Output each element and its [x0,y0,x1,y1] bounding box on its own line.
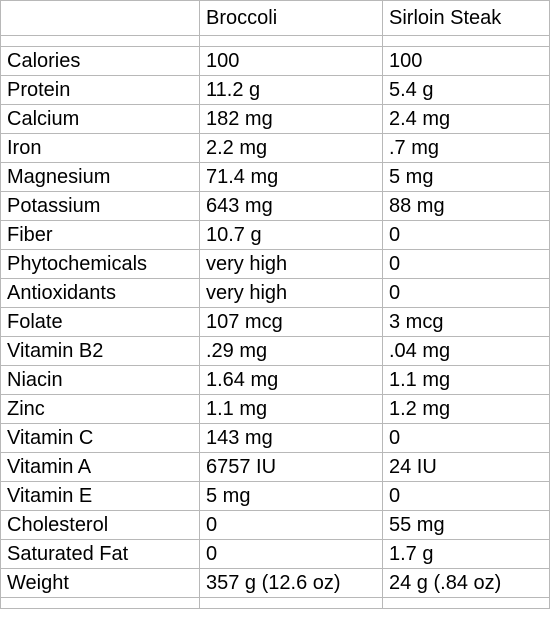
steak-value-cell[interactable]: 3 mcg [382,307,550,337]
nutrition-comparison-table: Broccoli Sirloin Steak Calories 100 100 Pro… [0,0,550,609]
steak-value-cell[interactable]: 5 mg [382,162,550,192]
header-cell-broccoli[interactable]: Broccoli [199,0,383,36]
nutrient-cell[interactable]: Saturated Fat [0,539,200,569]
nutrient-cell[interactable]: Protein [0,75,200,105]
broccoli-value-cell[interactable]: 107 mcg [199,307,383,337]
empty-row [0,597,550,609]
nutrient-cell[interactable]: Folate [0,307,200,337]
table-row: Weight 357 g (12.6 oz) 24 g (.84 oz) [0,568,550,598]
nutrient-cell[interactable]: Cholesterol [0,510,200,540]
nutrient-cell[interactable]: Calories [0,46,200,76]
steak-value-cell[interactable]: 24 IU [382,452,550,482]
steak-value-cell[interactable]: 0 [382,249,550,279]
steak-value-cell[interactable]: 1.7 g [382,539,550,569]
nutrient-cell[interactable]: Potassium [0,191,200,221]
table-row: Calories 100 100 [0,46,550,76]
nutrient-cell[interactable]: Vitamin A [0,452,200,482]
nutrient-cell[interactable]: Zinc [0,394,200,424]
broccoli-value-cell[interactable]: 6757 IU [199,452,383,482]
broccoli-value-cell[interactable]: 2.2 mg [199,133,383,163]
nutrient-cell[interactable]: Vitamin B2 [0,336,200,366]
empty-cell[interactable] [382,35,550,47]
nutrient-cell[interactable]: Calcium [0,104,200,134]
table-row: Saturated Fat 0 1.7 g [0,539,550,569]
table-row: Potassium 643 mg 88 mg [0,191,550,221]
steak-value-cell[interactable]: 0 [382,481,550,511]
broccoli-value-cell[interactable]: 143 mg [199,423,383,453]
empty-cell[interactable] [382,597,550,609]
steak-value-cell[interactable]: 1.1 mg [382,365,550,395]
steak-value-cell[interactable]: .04 mg [382,336,550,366]
table-row: Magnesium 71.4 mg 5 mg [0,162,550,192]
header-cell-sirloin-steak[interactable]: Sirloin Steak [382,0,550,36]
steak-value-cell[interactable]: 100 [382,46,550,76]
table-row: Niacin 1.64 mg 1.1 mg [0,365,550,395]
steak-value-cell[interactable]: 88 mg [382,191,550,221]
table-row: Protein 11.2 g 5.4 g [0,75,550,105]
broccoli-value-cell[interactable]: 100 [199,46,383,76]
table-header-row: Broccoli Sirloin Steak [0,0,550,36]
nutrient-cell[interactable]: Vitamin E [0,481,200,511]
nutrient-cell[interactable]: Antioxidants [0,278,200,308]
table-row: Cholesterol 0 55 mg [0,510,550,540]
steak-value-cell[interactable]: 2.4 mg [382,104,550,134]
broccoli-value-cell[interactable]: 1.1 mg [199,394,383,424]
table-row: Vitamin B2.29 mg .04 mg [0,336,550,366]
table-row: Phytochemicals very high 0 [0,249,550,279]
empty-cell[interactable] [0,35,200,47]
nutrient-cell[interactable]: Niacin [0,365,200,395]
broccoli-value-cell[interactable]: 0 [199,539,383,569]
spacer-row [0,35,550,47]
steak-value-cell[interactable]: .7 mg [382,133,550,163]
steak-value-cell[interactable]: 55 mg [382,510,550,540]
broccoli-value-cell[interactable]: .29 mg [199,336,383,366]
table-row: Iron 2.2 mg .7 mg [0,133,550,163]
table-row: Zinc 1.1 mg 1.2 mg [0,394,550,424]
broccoli-value-cell[interactable]: 5 mg [199,481,383,511]
steak-value-cell[interactable]: 24 g (.84 oz) [382,568,550,598]
broccoli-value-cell[interactable]: 1.64 mg [199,365,383,395]
nutrient-cell[interactable]: Magnesium [0,162,200,192]
broccoli-value-cell[interactable]: 71.4 mg [199,162,383,192]
table-row: Folate 107 mcg 3 mcg [0,307,550,337]
broccoli-value-cell[interactable]: 357 g (12.6 oz) [199,568,383,598]
broccoli-value-cell[interactable]: 0 [199,510,383,540]
broccoli-value-cell[interactable]: very high [199,278,383,308]
nutrient-cell[interactable]: Vitamin C [0,423,200,453]
broccoli-value-cell[interactable]: 11.2 g [199,75,383,105]
broccoli-value-cell[interactable]: very high [199,249,383,279]
empty-cell[interactable] [199,35,383,47]
table-row: Vitamin A 6757 IU 24 IU [0,452,550,482]
empty-cell[interactable] [0,597,200,609]
steak-value-cell[interactable]: 0 [382,220,550,250]
broccoli-value-cell[interactable]: 10.7 g [199,220,383,250]
steak-value-cell[interactable]: 0 [382,423,550,453]
steak-value-cell[interactable]: 1.2 mg [382,394,550,424]
steak-value-cell[interactable]: 0 [382,278,550,308]
nutrient-cell[interactable]: Weight [0,568,200,598]
steak-value-cell[interactable]: 5.4 g [382,75,550,105]
nutrient-cell[interactable]: Phytochemicals [0,249,200,279]
empty-cell[interactable] [199,597,383,609]
nutrient-cell[interactable]: Iron [0,133,200,163]
table-row: Vitamin C 143 mg 0 [0,423,550,453]
header-cell-nutrient[interactable] [0,0,200,36]
table-body: Broccoli Sirloin Steak Calories 100 100 Pro… [0,0,550,609]
table-row: Antioxidants very high 0 [0,278,550,308]
broccoli-value-cell[interactable]: 182 mg [199,104,383,134]
nutrient-cell[interactable]: Fiber [0,220,200,250]
broccoli-value-cell[interactable]: 643 mg [199,191,383,221]
table-row: Calcium 182 mg 2.4 mg [0,104,550,134]
